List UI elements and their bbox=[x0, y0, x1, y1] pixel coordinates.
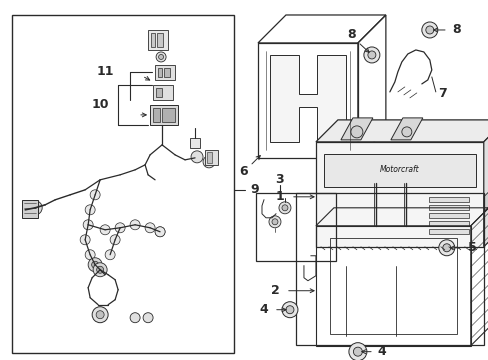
Circle shape bbox=[282, 302, 297, 318]
Text: 3: 3 bbox=[275, 173, 284, 186]
Circle shape bbox=[143, 313, 153, 323]
Bar bbox=[295, 193, 483, 345]
Polygon shape bbox=[156, 88, 162, 97]
Circle shape bbox=[80, 235, 90, 245]
Circle shape bbox=[88, 258, 102, 272]
Circle shape bbox=[282, 205, 287, 211]
Circle shape bbox=[110, 235, 120, 245]
Circle shape bbox=[353, 347, 362, 356]
Polygon shape bbox=[206, 152, 212, 163]
Polygon shape bbox=[483, 120, 488, 247]
Text: 9: 9 bbox=[249, 183, 258, 196]
Text: 7: 7 bbox=[437, 87, 446, 100]
Circle shape bbox=[90, 190, 100, 200]
Polygon shape bbox=[315, 142, 483, 247]
Circle shape bbox=[278, 202, 290, 214]
Circle shape bbox=[155, 227, 165, 237]
Circle shape bbox=[85, 250, 95, 260]
Circle shape bbox=[425, 26, 433, 34]
Circle shape bbox=[85, 205, 95, 215]
Polygon shape bbox=[340, 118, 372, 140]
Text: 2: 2 bbox=[271, 284, 280, 297]
Polygon shape bbox=[390, 118, 422, 140]
Circle shape bbox=[83, 220, 93, 230]
Polygon shape bbox=[269, 55, 345, 142]
Text: 8: 8 bbox=[451, 23, 460, 36]
Text: 6: 6 bbox=[239, 165, 248, 178]
Circle shape bbox=[155, 227, 165, 237]
Polygon shape bbox=[162, 108, 175, 122]
Polygon shape bbox=[190, 138, 200, 148]
Polygon shape bbox=[148, 30, 168, 50]
Polygon shape bbox=[164, 68, 170, 77]
Circle shape bbox=[145, 223, 155, 233]
Polygon shape bbox=[150, 105, 178, 125]
Circle shape bbox=[156, 52, 166, 62]
Circle shape bbox=[268, 216, 281, 228]
Circle shape bbox=[421, 22, 437, 38]
Circle shape bbox=[442, 244, 450, 252]
Circle shape bbox=[401, 127, 411, 137]
Circle shape bbox=[97, 266, 103, 273]
Circle shape bbox=[158, 54, 163, 59]
Polygon shape bbox=[157, 33, 163, 47]
Text: 1: 1 bbox=[275, 190, 284, 203]
Text: 11: 11 bbox=[97, 66, 114, 78]
Circle shape bbox=[130, 313, 140, 323]
Circle shape bbox=[363, 47, 379, 63]
Polygon shape bbox=[428, 197, 468, 202]
Text: 4: 4 bbox=[377, 345, 386, 358]
Polygon shape bbox=[204, 150, 218, 165]
Circle shape bbox=[203, 156, 215, 168]
Circle shape bbox=[100, 225, 110, 235]
Polygon shape bbox=[428, 213, 468, 218]
Text: Motorcraft: Motorcraft bbox=[379, 165, 419, 174]
Circle shape bbox=[285, 306, 293, 314]
Circle shape bbox=[96, 311, 104, 319]
Text: 10: 10 bbox=[91, 98, 109, 111]
Text: 8: 8 bbox=[346, 28, 355, 41]
Text: 5: 5 bbox=[467, 241, 476, 254]
Circle shape bbox=[115, 223, 125, 233]
Polygon shape bbox=[151, 33, 155, 47]
Circle shape bbox=[191, 151, 203, 163]
Polygon shape bbox=[22, 200, 38, 218]
Polygon shape bbox=[428, 221, 468, 226]
Circle shape bbox=[91, 261, 99, 268]
Circle shape bbox=[93, 263, 107, 277]
Circle shape bbox=[32, 204, 39, 211]
Circle shape bbox=[92, 307, 108, 323]
Circle shape bbox=[350, 126, 362, 138]
Polygon shape bbox=[428, 229, 468, 234]
Polygon shape bbox=[153, 85, 173, 100]
Bar bbox=[12, 15, 234, 353]
Polygon shape bbox=[155, 65, 175, 80]
Polygon shape bbox=[158, 68, 162, 77]
Circle shape bbox=[105, 250, 115, 260]
Polygon shape bbox=[428, 205, 468, 210]
Text: 4: 4 bbox=[259, 303, 267, 316]
Polygon shape bbox=[153, 108, 160, 122]
Polygon shape bbox=[323, 154, 475, 187]
Circle shape bbox=[271, 219, 277, 225]
Polygon shape bbox=[315, 120, 488, 142]
Circle shape bbox=[367, 51, 375, 59]
Bar bbox=[255, 193, 335, 261]
Polygon shape bbox=[483, 175, 488, 212]
Circle shape bbox=[28, 201, 42, 215]
Circle shape bbox=[348, 343, 366, 360]
Circle shape bbox=[438, 240, 454, 256]
Circle shape bbox=[130, 220, 140, 230]
